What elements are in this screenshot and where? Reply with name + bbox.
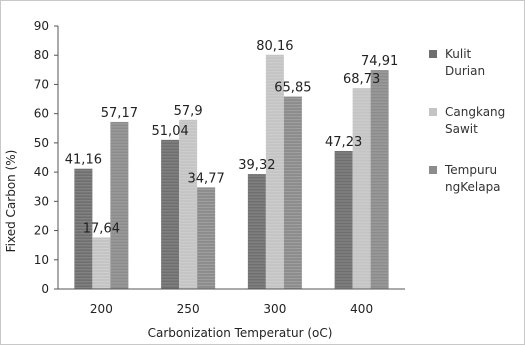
y-tick-label: 60: [34, 107, 49, 121]
data-label: 51,04: [152, 124, 189, 139]
bar-3-400: [370, 70, 389, 289]
bar-3-300: [283, 96, 302, 290]
y-tick-label: 50: [34, 136, 49, 150]
x-tick-label: 200: [90, 302, 113, 316]
data-label: 41,16: [65, 153, 102, 168]
data-label: 17,64: [83, 221, 120, 236]
data-label: 47,23: [325, 135, 362, 150]
bar-1-300: [247, 174, 266, 289]
legend-label: Tempuru: [444, 163, 497, 177]
legend-label: ngKelapa: [445, 180, 501, 194]
bar-2-300: [265, 54, 284, 289]
data-labels-group: 41,16 17,64 57,17 51,04 57,9 34,77 39,32 80,16 6…: [65, 39, 398, 237]
x-tick-label: 400: [350, 302, 373, 316]
data-label: 57,17: [101, 106, 138, 121]
legend-label: Kulit: [445, 47, 472, 61]
data-label: 65,85: [274, 81, 311, 96]
data-label: 68,73: [343, 72, 380, 87]
x-axis-title: Carbonization Temperatur (oC): [148, 326, 333, 340]
bar-2-200: [92, 237, 111, 289]
legend-swatch-1: [429, 50, 437, 58]
data-label: 34,77: [188, 171, 225, 186]
y-tick-label: 80: [34, 48, 49, 62]
legend-label: Sawit: [445, 122, 478, 136]
y-tick-label: 20: [34, 224, 49, 238]
x-tick-label: 250: [177, 302, 200, 316]
bar-3-250: [197, 187, 216, 289]
bars-group: [74, 54, 389, 290]
bar-1-250: [161, 139, 180, 289]
bar-1-400: [334, 150, 353, 289]
x-tick-label: 300: [263, 302, 286, 316]
bar-1-200: [74, 168, 93, 289]
bar-3-200: [110, 121, 129, 289]
legend-label: Durian: [445, 64, 485, 78]
bar-2-250: [179, 119, 198, 289]
legend-swatch-2: [429, 108, 437, 116]
y-tick-label: 90: [34, 19, 49, 33]
bar-2-400: [352, 88, 371, 289]
x-axis-ticks: 200 250 300 400: [90, 302, 373, 316]
y-tick-label: 10: [34, 253, 49, 267]
y-tick-label: 0: [41, 282, 49, 296]
data-label: 80,16: [256, 39, 293, 54]
legend: Kulit Durian Cangkang Sawit Tempuru ngKelapa: [429, 47, 505, 194]
y-axis-title: Fixed Carbon (%): [4, 150, 18, 253]
y-tick-label: 30: [34, 194, 49, 208]
data-label: 39,32: [238, 158, 275, 173]
legend-label: Cangkang: [445, 105, 505, 119]
y-axis-ticks: 0 10 20 30 40 50 60 70 80 90: [34, 19, 58, 296]
legend-swatch-3: [429, 166, 437, 174]
y-tick-label: 40: [34, 165, 49, 179]
data-label: 57,9: [174, 104, 203, 119]
data-label: 74,91: [361, 54, 398, 69]
y-tick-label: 70: [34, 77, 49, 91]
